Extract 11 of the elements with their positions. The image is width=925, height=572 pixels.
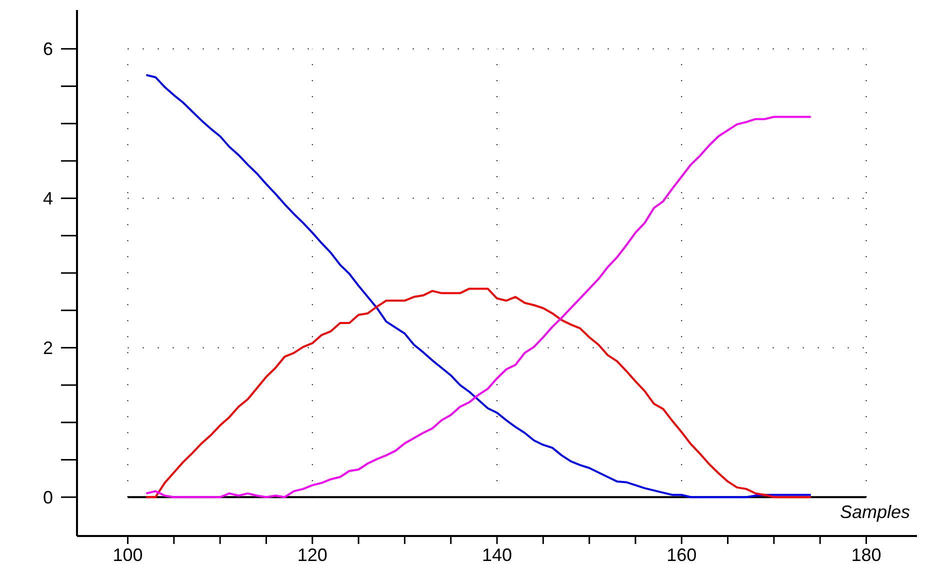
x-tick-label: 140	[482, 544, 512, 565]
y-tick-label: 0	[42, 488, 53, 508]
x-tick-label: 100	[112, 544, 143, 565]
x-tick-label: 180	[851, 544, 882, 565]
y-tick-label: 6	[42, 39, 53, 60]
x-tick-label: 120	[297, 544, 328, 565]
line-series	[145, 288, 812, 498]
x-tick-label: 160	[666, 544, 697, 565]
y-tick-label: 4	[42, 188, 53, 209]
y-tick-label: 2	[42, 338, 53, 358]
x-axis-title: Samples	[838, 502, 910, 523]
